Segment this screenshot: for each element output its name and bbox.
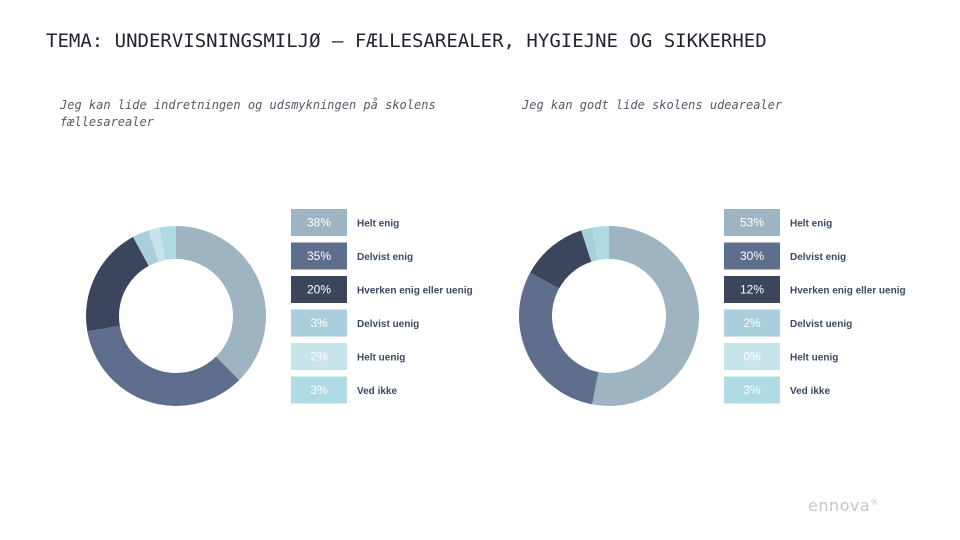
chart-1-legend-value-4: 3% <box>310 316 328 330</box>
chart-2-legend-value-6: 3% <box>743 383 761 397</box>
chart-2-legend-swatch-2 <box>724 242 780 270</box>
chart-1-slice-6 <box>159 226 176 260</box>
brand-name: ennova <box>808 496 871 515</box>
chart-1-legend-value-6: 3% <box>310 383 328 397</box>
chart-1-slice-4 <box>133 230 159 266</box>
chart-1-question: Jeg kan lide indretningen og udsmykninge… <box>60 98 436 129</box>
chart-1-legend-swatch-6 <box>291 376 347 404</box>
chart-1-legend-label-3: Hverken enig eller uenig <box>357 286 473 297</box>
brand-mark: ® <box>870 497 879 507</box>
chart-2-legend-value-3: 12% <box>740 283 764 297</box>
chart-2-legend-label-5: Helt uenig <box>790 353 838 364</box>
chart-2-question: Jeg kan godt lide skolens udearealer <box>522 98 783 112</box>
chart-1-legend-label-1: Helt enig <box>357 219 399 230</box>
chart-1-legend-swatch-3 <box>291 276 347 303</box>
chart-1-slice-3 <box>86 236 149 332</box>
chart-2-legend-label-3: Hverken enig eller uenig <box>790 286 906 297</box>
chart-1-legend-swatch-5 <box>291 343 347 370</box>
chart-2-legend-value-5: 0% <box>743 350 761 364</box>
chart-1-legend-value-5: 2% <box>310 350 328 364</box>
chart-2-legend-swatch-1 <box>724 209 780 236</box>
chart-2-legend-label-4: Delvist uenig <box>790 319 852 330</box>
chart-1-legend-swatch-2 <box>291 242 347 270</box>
chart-2-legend-value-4: 2% <box>743 316 761 330</box>
chart-2-legend-swatch-6 <box>724 376 780 404</box>
chart-1-legend-value-2: 35% <box>307 249 331 263</box>
chart-1-slice-1 <box>176 226 267 381</box>
chart-2-legend-swatch-5 <box>724 343 780 370</box>
chart-1-legend-label-5: Helt uenig <box>357 353 405 364</box>
page-title: TEMA: UNDERVISNINGSMILJØ – FÆLLESAREALER… <box>46 30 767 52</box>
chart-1-legend-value-1: 38% <box>307 216 331 230</box>
chart-2-legend-label-2: Delvist enig <box>790 252 846 263</box>
chart-2-slice-6 <box>592 226 609 261</box>
chart-2-slice-3 <box>530 230 592 289</box>
chart-2-legend-value-2: 30% <box>740 249 764 263</box>
chart-2-legend-swatch-4 <box>724 309 780 337</box>
chart-2-legend-swatch-3 <box>724 276 780 303</box>
chart-2-slice-1 <box>592 226 699 406</box>
chart-1-legend-label-6: Ved ikke <box>357 386 397 397</box>
chart-1-legend-value-3: 20% <box>307 283 331 297</box>
chart-1-legend-swatch-1 <box>291 209 347 236</box>
chart-2-slice-2 <box>519 272 599 405</box>
chart-2-slice-4 <box>581 227 599 262</box>
chart-1-legend-label-2: Delvist enig <box>357 252 413 263</box>
chart-1-legend-swatch-4 <box>291 309 347 337</box>
ennova-logo: ennova® <box>808 496 879 515</box>
chart-2-legend-label-1: Helt enig <box>790 219 832 230</box>
chart-1-slice-5 <box>148 227 166 262</box>
chart-2-legend-value-1: 53% <box>740 216 764 230</box>
chart-1-legend-label-4: Delvist uenig <box>357 319 419 330</box>
chart-1-slice-2 <box>87 325 240 407</box>
chart-2-legend-label-6: Ved ikke <box>790 386 830 397</box>
